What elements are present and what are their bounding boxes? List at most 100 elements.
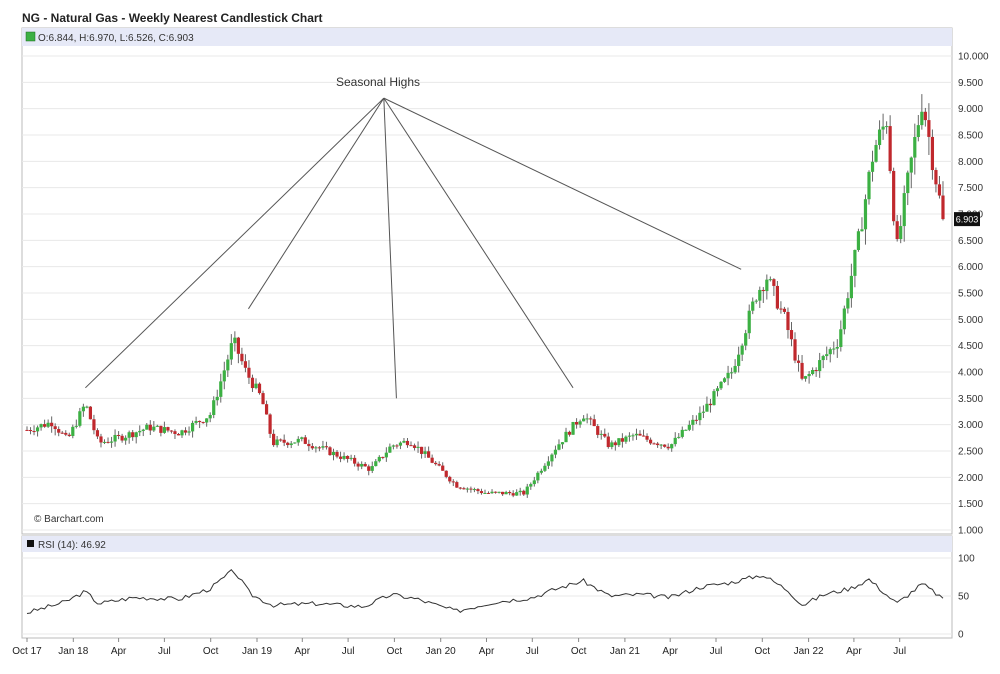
candle [264,400,269,415]
candle [282,434,286,447]
seasonal-high-pointer [85,97,385,389]
up-candle-body [152,426,156,431]
up-candle-body [388,446,392,453]
up-candle-body [208,415,212,419]
candle [596,423,600,439]
down-candle-body [663,444,667,447]
candle [28,427,33,435]
candle [536,471,540,484]
down-candle-body [240,353,244,362]
down-candle-body [793,339,797,361]
candle [835,339,839,358]
candle [761,287,765,303]
candle [613,440,617,451]
up-candle-body [564,431,568,443]
candle [751,297,755,315]
up-candle-body [687,424,691,430]
up-candle-body [187,431,191,433]
price-tick-label: 8.500 [958,131,983,142]
candle [250,374,255,392]
candle [419,446,424,459]
candle [895,214,899,242]
up-candle-body [599,433,603,435]
up-candle-body [472,489,477,491]
up-candle-body [504,492,508,495]
up-candle-body [314,447,318,449]
candle [923,107,927,127]
up-candle-body [740,345,744,355]
up-candle-body [525,486,529,495]
candle [909,156,913,189]
down-candle-body [652,443,656,445]
candle [856,228,861,252]
candle [730,367,734,379]
down-candle-body [335,451,339,457]
up-candle-body [705,403,709,412]
up-candle-body [617,438,621,446]
candle [190,420,195,438]
candle [916,115,920,142]
seasonal-high-pointer [383,98,397,399]
date-tick-label: Oct [387,646,403,657]
candle [722,377,727,383]
candle [127,430,131,444]
candle [546,456,551,470]
candle [67,432,71,437]
down-candle-body [923,111,927,121]
down-candle-body [201,422,205,424]
up-candle-body [349,457,353,459]
candle [240,347,244,365]
down-candle-body [120,435,124,441]
candle [937,175,942,199]
candle [811,367,815,376]
down-candle-body [451,481,455,483]
candle [796,354,801,372]
candle [243,354,248,373]
candle [691,415,695,431]
candle [599,430,603,440]
candle [78,407,82,428]
down-candle-body [166,427,170,431]
candle [818,352,822,378]
candle [571,421,575,435]
price-tick-label: 4.000 [958,368,983,379]
down-candle-body [934,170,938,185]
candle [747,304,751,339]
candle [532,476,536,487]
down-candle-body [50,422,54,427]
up-candle-body [874,145,878,162]
up-candle-body [109,441,114,443]
candle [88,406,93,420]
down-candle-body [574,421,579,425]
down-candle-body [60,432,64,434]
candle [585,413,589,424]
date-tick-label: Jan 21 [610,646,640,657]
candle [715,386,720,397]
candle [899,215,903,244]
candle [134,431,138,444]
up-candle-body [377,456,381,462]
candle [25,426,29,431]
candle [592,414,596,427]
up-candle-body [233,337,237,344]
candle [863,194,868,245]
up-candle-body [127,432,131,438]
candlesticks [25,94,945,498]
down-candle-body [441,465,445,471]
candle [687,420,691,432]
down-candle-body [448,476,452,482]
candle [50,416,54,433]
candle [345,455,350,463]
up-candle-body [219,381,223,397]
up-candle-body [698,412,702,421]
candle [881,113,885,140]
down-candle-body [95,430,100,437]
candle [85,405,89,409]
price-tick-label: 3.000 [958,420,983,431]
candle [430,454,434,464]
candle [180,429,184,438]
candle [867,170,871,205]
candle [786,307,790,339]
candle [610,440,614,450]
up-candle-body [877,129,882,146]
